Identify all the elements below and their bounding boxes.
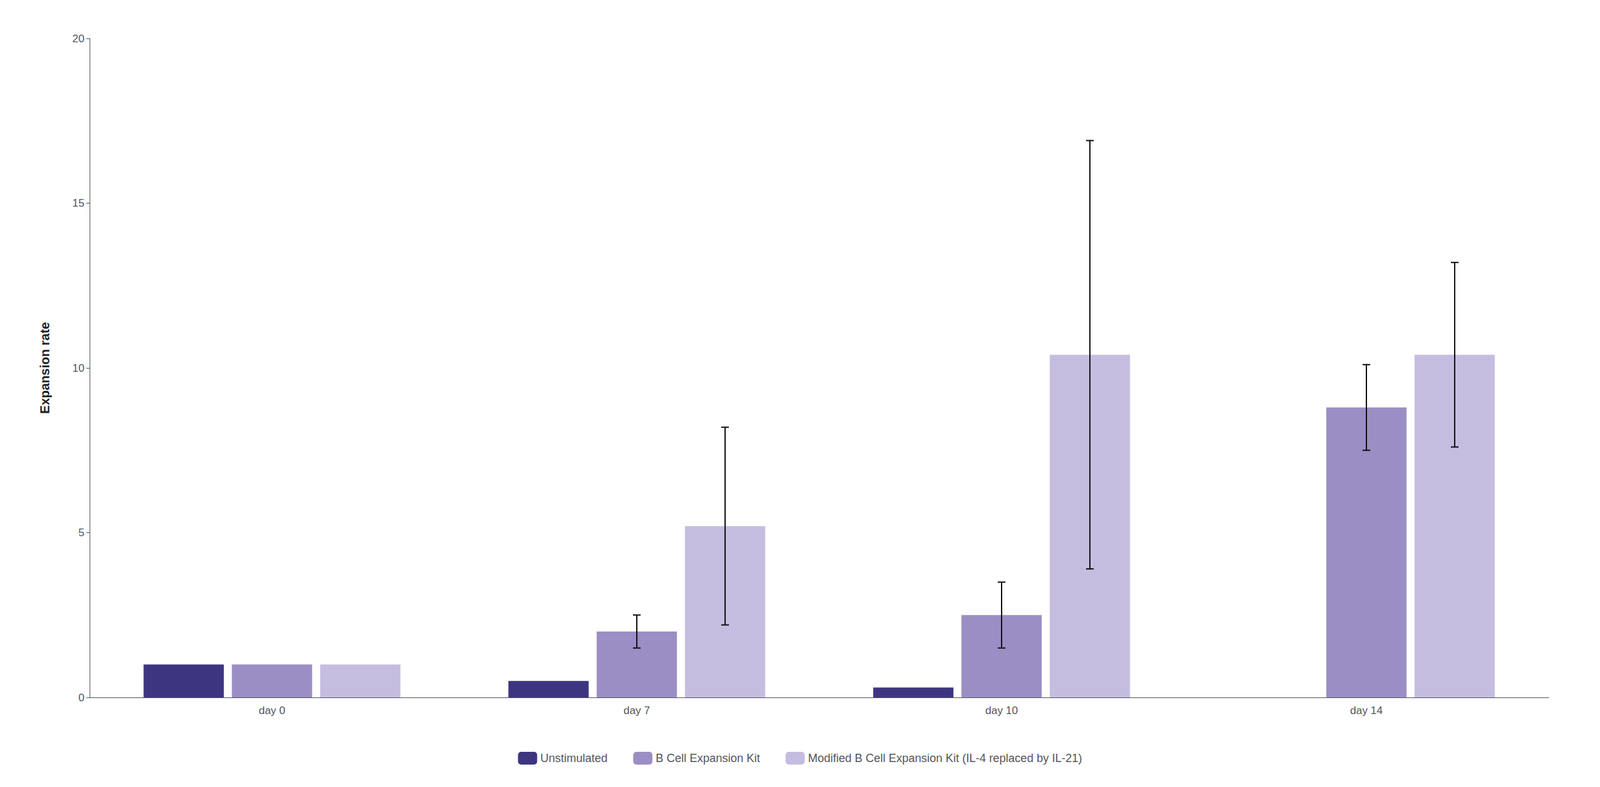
svg-text:day 0: day 0 bbox=[258, 704, 286, 717]
svg-text:0: 0 bbox=[78, 691, 85, 704]
svg-text:day 14: day 14 bbox=[1349, 704, 1383, 717]
svg-text:20: 20 bbox=[72, 32, 85, 45]
svg-text:Unstimulated: Unstimulated bbox=[540, 752, 608, 765]
svg-text:day 7: day 7 bbox=[623, 704, 651, 717]
svg-text:day 10: day 10 bbox=[984, 704, 1018, 717]
svg-text:B Cell Expansion Kit: B Cell Expansion Kit bbox=[655, 752, 760, 765]
svg-text:5: 5 bbox=[78, 526, 85, 539]
svg-text:Expansion rate: Expansion rate bbox=[37, 321, 52, 414]
svg-text:Modified B Cell Expansion Kit: Modified B Cell Expansion Kit (IL-4 repl… bbox=[807, 752, 1082, 765]
svg-text:10: 10 bbox=[72, 362, 85, 375]
svg-text:15: 15 bbox=[72, 197, 85, 210]
